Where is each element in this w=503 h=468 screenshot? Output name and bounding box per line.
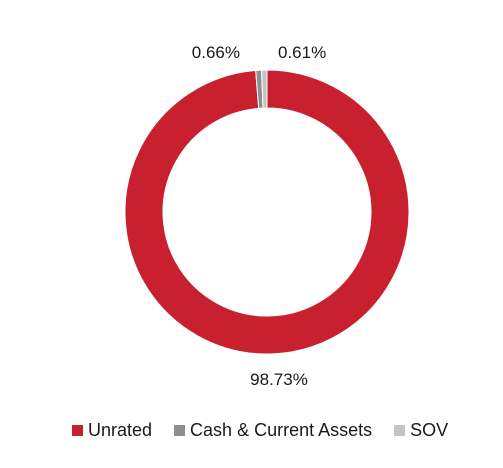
data-label-sov: 0.61% xyxy=(278,43,326,62)
legend-item-cash-current-assets: Cash & Current Assets xyxy=(174,420,372,441)
slice-sov xyxy=(261,69,268,109)
donut-slices xyxy=(124,69,410,355)
legend-item-unrated: Unrated xyxy=(72,420,152,441)
legend-swatch-unrated xyxy=(72,425,83,436)
data-label-cash-current-assets: 0.66% xyxy=(192,43,240,62)
slice-unrated xyxy=(124,69,410,355)
legend-label-unrated: Unrated xyxy=(88,420,153,440)
legend-swatch-cash-current-assets xyxy=(174,425,186,436)
legend-item-sov: SOV xyxy=(394,420,448,441)
legend-label-cash-current-assets: Cash & Current Assets xyxy=(190,420,373,440)
chart-legend: Unrated Cash & Current Assets SOV xyxy=(72,420,448,441)
legend-swatch-sov xyxy=(394,425,406,436)
donut-data-labels: 98.73% 0.66% 0.61% xyxy=(192,43,326,389)
data-label-unrated: 98.73% xyxy=(250,370,308,389)
legend-label-sov: SOV xyxy=(410,420,449,440)
